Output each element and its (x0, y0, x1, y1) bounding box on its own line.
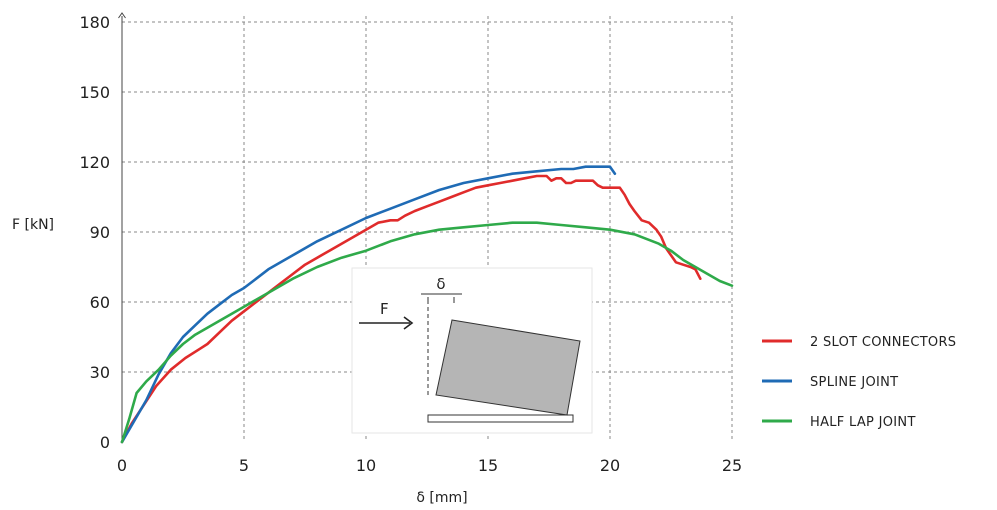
y-tick-label-0: 0 (100, 433, 110, 452)
test-setup-inset: δ F (351, 267, 593, 434)
y-tick-label-180: 180 (79, 13, 110, 32)
specimen-block (435, 319, 581, 416)
legend: 2 SLOT CONNECTORS SPLINE JOINT HALF LAP JO… (762, 335, 956, 430)
x-tick-label-25: 25 (722, 456, 742, 475)
series-line-2-slot-connectors (120, 174, 702, 444)
y-tick-label-120: 120 (79, 153, 110, 172)
x-tick-label-15: 15 (478, 456, 498, 475)
axes (118, 12, 126, 442)
y-tick-label-90: 90 (90, 223, 110, 242)
series-line-half-lap-joint (120, 221, 734, 444)
force-arrow-head (403, 316, 414, 330)
x-tick-label-5: 5 (239, 456, 249, 475)
legend-label-2-slot-connectors: 2 SLOT CONNECTORS (810, 335, 956, 350)
legend-label-spline-joint: SPLINE JOINT (810, 375, 898, 390)
y-axis-label: F [kN] (12, 217, 54, 233)
series-line-spline-joint (120, 165, 617, 444)
tick-labels: 0 30 60 90 120 150 180 0 5 10 15 20 25 (79, 13, 742, 475)
x-tick-label-10: 10 (356, 456, 376, 475)
x-tick-label-0: 0 (117, 456, 127, 475)
series-lines (120, 165, 734, 444)
legend-label-half-lap-joint: HALF LAP JOINT (810, 415, 916, 430)
x-axis-label: δ [mm] (416, 490, 467, 506)
y-tick-label-30: 30 (90, 363, 110, 382)
x-tick-label-20: 20 (600, 456, 620, 475)
force-label: F (380, 300, 389, 318)
y-axis-arrow (118, 12, 126, 19)
support-plate (427, 414, 574, 423)
displacement-label: δ (436, 275, 445, 293)
y-tick-label-150: 150 (79, 83, 110, 102)
y-tick-label-60: 60 (90, 293, 110, 312)
